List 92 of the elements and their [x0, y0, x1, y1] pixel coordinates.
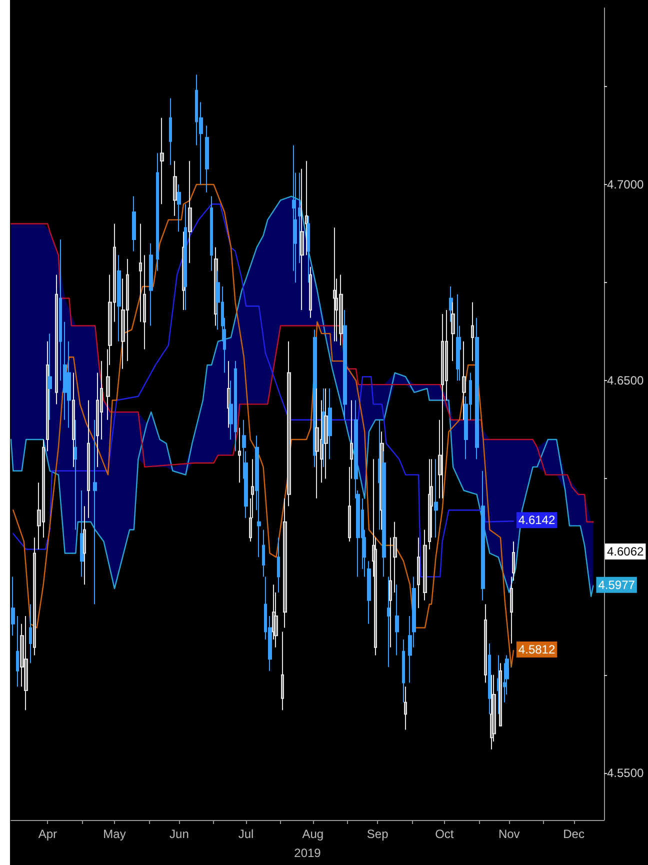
- candlestick: [117, 254, 121, 342]
- candlestick: [456, 294, 459, 382]
- candlestick: [389, 537, 392, 648]
- data-label: 4.5812: [518, 642, 556, 657]
- candlestick: [188, 160, 192, 264]
- candlestick: [395, 584, 399, 656]
- candlestick: [441, 313, 444, 499]
- candlestick: [324, 388, 328, 480]
- candlestick: [382, 450, 386, 578]
- candlestick: [333, 227, 336, 342]
- candlestick: [471, 302, 474, 362]
- candlestick: [210, 196, 213, 272]
- candlestick: [33, 537, 36, 656]
- candlestick: [184, 204, 187, 311]
- candlestick: [205, 125, 209, 193]
- line-series: [12, 184, 514, 668]
- candlestick: [238, 427, 241, 484]
- candlestick: [300, 168, 304, 311]
- line-series: [10, 223, 594, 522]
- candlestick: [74, 419, 77, 530]
- candlestick: [488, 642, 491, 715]
- line-series: [12, 204, 514, 578]
- candlestick: [29, 604, 32, 664]
- candlestick: [309, 266, 312, 318]
- candlestick: [156, 152, 159, 272]
- x-tick-label: Apr: [38, 827, 57, 841]
- candlestick: [307, 215, 310, 284]
- candlestick: [462, 340, 466, 420]
- candlestick: [160, 117, 164, 205]
- candlestick: [404, 686, 407, 730]
- x-tick-label: Dec: [563, 827, 584, 841]
- candlestick: [283, 498, 287, 628]
- data-label: 4.5977: [598, 578, 636, 592]
- candlestick: [417, 537, 420, 609]
- candlestick: [449, 286, 453, 322]
- candlestick: [80, 490, 84, 578]
- candlestick: [48, 333, 52, 420]
- candlestick: [16, 616, 19, 688]
- candlestick: [378, 419, 381, 530]
- candlestick: [11, 576, 15, 636]
- candlestick: [93, 419, 97, 605]
- candlestick: [24, 616, 28, 711]
- x-tick-label: Oct: [435, 827, 454, 841]
- candlestick: [59, 238, 62, 382]
- candlestick: [72, 372, 75, 468]
- data-label: 4.6142: [518, 513, 556, 528]
- x-tick-label: Sep: [366, 827, 389, 841]
- candlestick: [484, 604, 487, 684]
- candlestick: [423, 529, 427, 601]
- candlestick: [262, 529, 265, 578]
- candlestick: [497, 654, 500, 715]
- candlestick: [315, 388, 319, 499]
- candlestick: [277, 537, 280, 593]
- candlestick: [55, 274, 58, 405]
- candlestick: [367, 560, 371, 624]
- candlestick: [434, 458, 438, 538]
- candlestick: [177, 184, 181, 232]
- candlestick: [132, 196, 136, 252]
- x-tick-label: Jun: [170, 827, 189, 841]
- candlestick: [481, 470, 485, 601]
- candlestick: [499, 662, 502, 726]
- candlestick: [149, 242, 153, 326]
- y-tick-label: 4.7000: [607, 178, 644, 192]
- y-tick-label: 4.6500: [607, 374, 644, 388]
- candlestick: [305, 160, 308, 256]
- x-tick-label: Nov: [498, 827, 520, 841]
- candlestick: [143, 254, 146, 350]
- candlestick: [169, 98, 172, 166]
- candlestick: [173, 160, 177, 216]
- candlestick: [451, 302, 455, 362]
- candlestick: [343, 310, 347, 420]
- candlestick: [328, 388, 332, 460]
- x-tick-label: May: [103, 827, 126, 841]
- candlestick: [402, 639, 405, 703]
- x-tick-label: Aug: [302, 827, 324, 841]
- candlestick: [428, 458, 431, 550]
- candlestick: [287, 340, 291, 507]
- candlestick: [322, 388, 325, 468]
- candlestick: [87, 400, 90, 518]
- candlestick: [387, 576, 390, 668]
- candlestick: [475, 317, 479, 460]
- y-tick-label: 4.5500: [607, 766, 644, 780]
- candlestick: [298, 172, 302, 264]
- candlestick: [393, 521, 397, 593]
- candlestick: [281, 631, 284, 711]
- text: 4.6062: [607, 544, 644, 558]
- candlestick: [83, 506, 86, 586]
- x-tick-label: Jul: [238, 827, 254, 841]
- candlestick: [339, 274, 343, 346]
- x-axis-title: 2019: [294, 846, 322, 860]
- candlestick: [139, 223, 142, 322]
- candlestick: [46, 340, 49, 452]
